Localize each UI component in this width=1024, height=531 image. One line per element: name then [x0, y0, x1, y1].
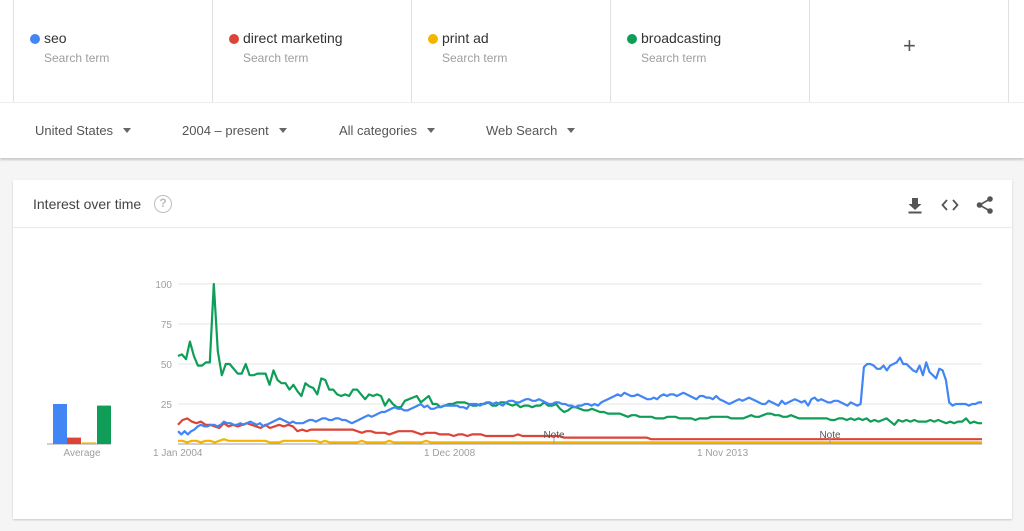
filters-bar: United States 2004 – present All categor… — [0, 102, 1024, 158]
share-icon[interactable] — [974, 194, 996, 216]
svg-text:100: 100 — [155, 280, 172, 291]
term-subtitle: Search term — [442, 51, 508, 65]
term-name[interactable]: print ad — [442, 30, 489, 46]
interest-over-time-card: Interest over time ? Average 25 50 75 100 1… — [13, 180, 1012, 519]
chart-note-marker[interactable]: Note — [543, 430, 565, 441]
average-bar-print-ad[interactable] — [82, 442, 96, 444]
y-axis-labels: 25 50 75 100 — [155, 280, 172, 411]
average-bar-chart: Average — [47, 404, 111, 459]
chart-notes: Note Note — [543, 430, 841, 444]
average-bar-seo[interactable] — [53, 404, 67, 444]
x-axis-labels: 1 Jan 2004 1 Dec 2008 1 Nov 2013 — [153, 448, 749, 459]
term-card-seo[interactable]: seo Search term — [13, 0, 212, 102]
term-card-direct-marketing[interactable]: direct marketing Search term — [212, 0, 411, 102]
term-subtitle: Search term — [641, 51, 707, 65]
term-subtitle: Search term — [243, 51, 309, 65]
category-filter-dropdown[interactable]: All categories — [339, 123, 436, 138]
time-range-filter-dropdown[interactable]: 2004 – present — [182, 123, 287, 138]
average-bar-broadcasting[interactable] — [97, 405, 111, 444]
series-line-seo[interactable] — [177, 356, 982, 436]
caret-down-icon — [427, 128, 436, 133]
svg-text:1 Jan 2004: 1 Jan 2004 — [153, 448, 203, 459]
caret-down-icon — [278, 128, 287, 133]
card-title: Interest over time — [33, 196, 142, 212]
search-type-filter-dropdown[interactable]: Web Search — [486, 123, 576, 138]
series-line-print-ad[interactable] — [178, 438, 982, 444]
series-color-dot-icon — [627, 34, 637, 44]
search-terms-bar: seo Search term direct marketing Search … — [0, 0, 1024, 102]
region-filter-dropdown[interactable]: United States — [35, 123, 132, 138]
term-name[interactable]: broadcasting — [641, 30, 722, 46]
chart-note-marker[interactable]: Note — [819, 430, 841, 441]
series-line-direct-marketing[interactable] — [177, 417, 982, 441]
term-name[interactable]: direct marketing — [243, 30, 343, 46]
add-comparison-button[interactable]: + — [809, 0, 1009, 102]
embed-code-icon[interactable] — [939, 194, 961, 216]
filter-label: 2004 – present — [182, 123, 269, 138]
series-color-dot-icon — [30, 34, 40, 44]
filter-label: Web Search — [486, 123, 558, 138]
help-icon[interactable]: ? — [154, 195, 172, 213]
caret-down-icon — [123, 128, 132, 133]
term-card-print-ad[interactable]: print ad Search term — [411, 0, 610, 102]
svg-text:50: 50 — [161, 360, 173, 371]
series-color-dot-icon — [229, 34, 239, 44]
filter-label: All categories — [339, 123, 418, 138]
caret-down-icon — [567, 128, 576, 133]
svg-text:1 Nov 2013: 1 Nov 2013 — [697, 448, 749, 459]
chart-lines — [177, 282, 982, 444]
average-bar-direct-marketing[interactable] — [67, 437, 81, 444]
filter-label: United States — [35, 123, 114, 138]
series-line-broadcasting[interactable] — [177, 282, 982, 426]
term-name[interactable]: seo — [44, 30, 67, 46]
term-card-broadcasting[interactable]: broadcasting Search term — [610, 0, 809, 102]
svg-text:1 Dec 2008: 1 Dec 2008 — [424, 448, 476, 459]
term-subtitle: Search term — [44, 51, 110, 65]
plus-icon: + — [903, 33, 916, 58]
svg-text:25: 25 — [161, 400, 173, 411]
average-label: Average — [63, 448, 101, 459]
download-icon[interactable] — [904, 194, 926, 216]
svg-text:75: 75 — [161, 320, 173, 331]
series-color-dot-icon — [428, 34, 438, 44]
card-header: Interest over time ? — [13, 180, 1012, 228]
